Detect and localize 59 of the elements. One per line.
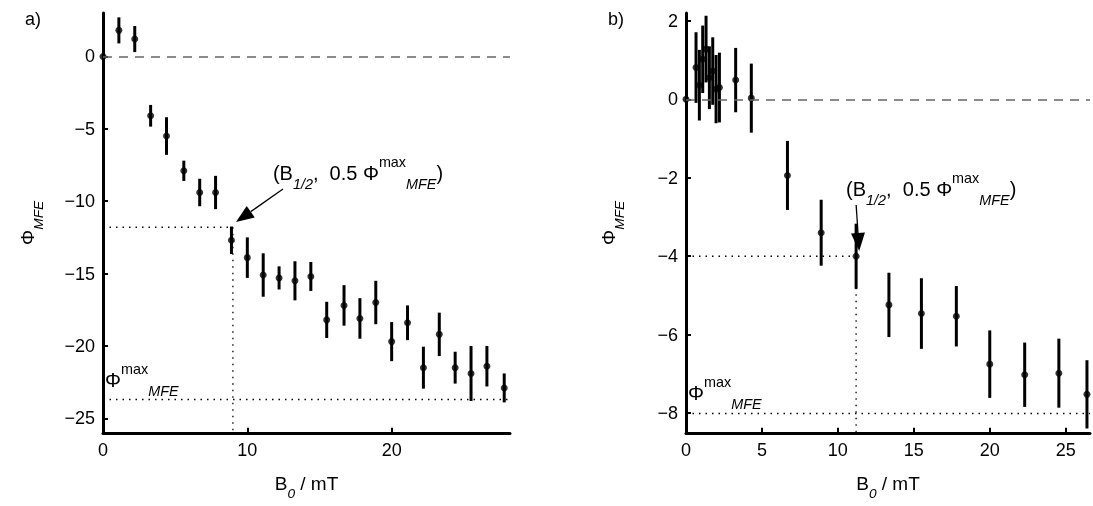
- point: [483, 362, 491, 370]
- y-tick-label: −20: [64, 335, 95, 356]
- point: [435, 330, 443, 338]
- point: [885, 301, 893, 309]
- point: [783, 171, 791, 179]
- x-tick-label: 25: [1055, 439, 1076, 460]
- point: [180, 167, 188, 175]
- point: [817, 229, 825, 237]
- x-tick-label: 5: [756, 439, 767, 460]
- point: [1055, 369, 1063, 377]
- chart-title: a): [25, 9, 42, 29]
- point: [372, 299, 380, 307]
- point: [212, 189, 220, 196]
- point: [163, 132, 170, 140]
- y-tick-label: −10: [64, 191, 95, 212]
- point: [952, 312, 960, 320]
- point: [340, 301, 348, 309]
- y-tick-label: −15: [64, 263, 95, 284]
- y-tick-label: −25: [64, 408, 95, 429]
- point: [451, 364, 459, 372]
- y-tick-label: 2: [667, 10, 678, 31]
- point: [500, 384, 508, 392]
- point: [356, 314, 364, 322]
- point: [419, 364, 427, 372]
- y-tick-label: −6: [657, 324, 678, 345]
- point: [404, 319, 412, 327]
- y-tick-label: −5: [74, 118, 95, 139]
- x-tick-label: 20: [381, 439, 402, 460]
- point: [227, 236, 235, 244]
- x-tick-label: 10: [827, 439, 848, 460]
- point: [388, 338, 396, 346]
- y-axis-title: ΦMFE: [598, 200, 627, 245]
- y-tick-label: −4: [657, 246, 678, 267]
- x-tick-label: 10: [237, 439, 258, 460]
- y-tick-label: −2: [657, 167, 678, 188]
- y-tick-label: −8: [657, 403, 678, 424]
- y-tick-label: 0: [84, 46, 95, 67]
- x-tick-label: 0: [97, 439, 109, 460]
- point: [131, 35, 139, 43]
- point: [147, 112, 155, 120]
- point: [115, 26, 123, 34]
- point: [852, 252, 860, 260]
- chart-title: b): [608, 9, 625, 29]
- x-tick-label: 15: [903, 439, 924, 460]
- point: [467, 369, 475, 377]
- x-tick-label: 0: [680, 439, 692, 460]
- point: [323, 316, 331, 324]
- y-tick-label: 0: [667, 89, 678, 110]
- point: [1083, 390, 1091, 398]
- point: [307, 272, 315, 280]
- y-axis-title: ΦMFE: [17, 200, 46, 245]
- point: [732, 76, 740, 84]
- point: [196, 189, 204, 196]
- point: [243, 254, 251, 262]
- x-tick-label: 20: [979, 439, 1000, 460]
- point: [291, 277, 299, 285]
- point: [1021, 371, 1029, 379]
- point: [986, 360, 994, 368]
- point: [917, 310, 925, 318]
